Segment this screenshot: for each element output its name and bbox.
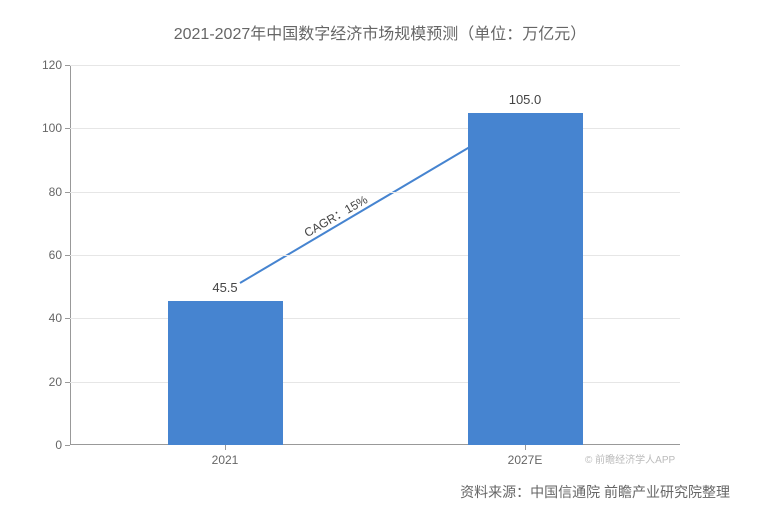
grid-line bbox=[70, 128, 680, 129]
chart-container: 2021-2027年中国数字经济市场规模预测（单位：万亿元） CAGR：15% … bbox=[0, 0, 760, 514]
x-tick-label: 2027E bbox=[508, 453, 543, 467]
y-tick-label: 100 bbox=[42, 121, 70, 135]
bar: 45.5 bbox=[168, 301, 283, 445]
y-tick-label: 120 bbox=[42, 58, 70, 72]
plot-area: CAGR：15% 02040608010012045.52021105.0202… bbox=[70, 65, 680, 445]
source-text: 资料来源：中国信通院 前瞻产业研究院整理 bbox=[460, 482, 730, 502]
y-tick-label: 20 bbox=[49, 375, 70, 389]
attribution-text: © 前瞻经济学人APP bbox=[585, 451, 675, 466]
bar: 105.0 bbox=[468, 113, 583, 446]
x-tick bbox=[225, 445, 226, 450]
x-tick bbox=[525, 445, 526, 450]
bar-value-label: 105.0 bbox=[509, 92, 542, 107]
grid-line bbox=[70, 382, 680, 383]
grid-line bbox=[70, 192, 680, 193]
y-tick-label: 60 bbox=[49, 248, 70, 262]
y-tick-label: 80 bbox=[49, 185, 70, 199]
bar-value-label: 45.5 bbox=[212, 280, 237, 295]
cagr-label: CAGR：15% bbox=[301, 191, 371, 241]
x-axis bbox=[70, 444, 680, 445]
x-tick-label: 2021 bbox=[212, 453, 239, 467]
grid-line bbox=[70, 65, 680, 66]
chart-title: 2021-2027年中国数字经济市场规模预测（单位：万亿元） bbox=[0, 0, 760, 44]
y-tick-label: 0 bbox=[55, 438, 70, 452]
y-tick-label: 40 bbox=[49, 311, 70, 325]
grid-line bbox=[70, 318, 680, 319]
grid-line bbox=[70, 255, 680, 256]
